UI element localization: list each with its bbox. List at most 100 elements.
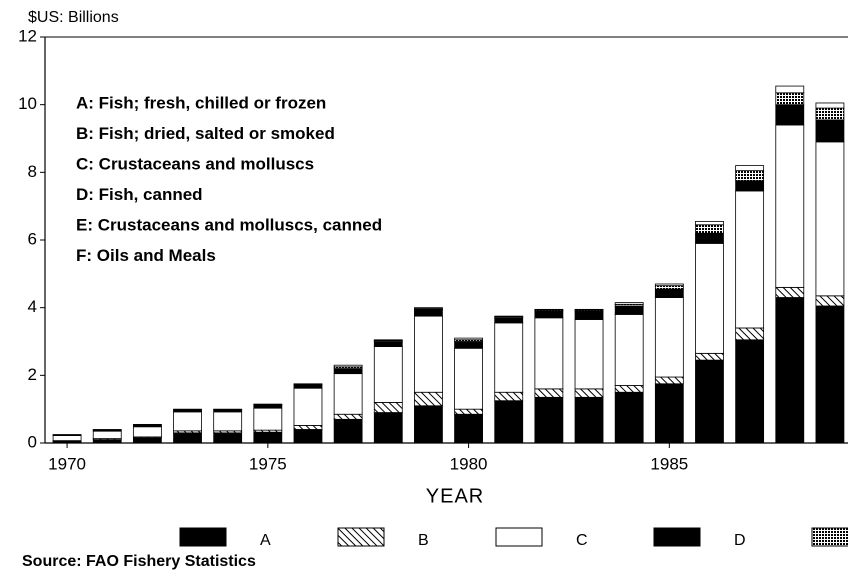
bar-segment — [334, 414, 362, 419]
legend-swatch — [180, 528, 226, 546]
bar-segment — [294, 425, 322, 429]
bar-segment — [334, 374, 362, 415]
bar-segment — [414, 406, 442, 443]
y-axis-label: $US: Billions — [28, 9, 119, 26]
bar-segment — [334, 365, 362, 367]
bar-segment — [736, 191, 764, 328]
bar-segment — [816, 120, 844, 142]
bar-segment — [294, 385, 322, 388]
bar-segment — [695, 221, 723, 224]
bar-segment — [495, 392, 523, 400]
x-tick-label: 1975 — [249, 454, 287, 473]
bar-segment — [535, 397, 563, 443]
legend-swatch — [338, 528, 384, 546]
bar-segment — [294, 388, 322, 425]
bar-segment — [816, 108, 844, 120]
x-tick-label: 1980 — [450, 454, 488, 473]
bar-segment — [776, 93, 804, 105]
y-tick-label: 6 — [28, 229, 37, 248]
bar-segment — [736, 340, 764, 443]
bar-segment — [575, 311, 603, 319]
y-tick-label: 0 — [28, 432, 37, 451]
bar-segment — [615, 385, 643, 392]
bar-segment — [133, 438, 161, 443]
legend-label: C — [576, 532, 588, 549]
bar-segment — [374, 413, 402, 443]
bar-segment — [414, 309, 442, 316]
bar-segment — [776, 105, 804, 125]
bar-segment — [374, 342, 402, 347]
bar-segment — [133, 427, 161, 437]
bar-segment — [816, 142, 844, 296]
y-tick-label: 10 — [18, 94, 37, 113]
bar-segment — [615, 306, 643, 314]
legend-label: B — [418, 532, 429, 549]
bar-segment — [695, 353, 723, 360]
bar-segment — [495, 316, 523, 317]
bar-segment — [776, 298, 804, 443]
annotation: B: Fish; dried, salted or smoked — [76, 124, 335, 143]
bar-segment — [174, 412, 202, 431]
annotation: E: Crustaceans and molluscs, canned — [76, 215, 382, 234]
bar-segment — [655, 284, 683, 286]
bar-segment — [495, 323, 523, 392]
legend-swatch — [812, 528, 848, 546]
source: Source: FAO Fishery Statistics — [22, 553, 256, 570]
bar-segment — [615, 303, 643, 305]
bar-segment — [615, 314, 643, 385]
bar-segment — [776, 86, 804, 93]
bar-segment — [695, 225, 723, 233]
bar-segment — [655, 377, 683, 384]
x-tick-label: 1970 — [48, 454, 86, 473]
bar-segment — [334, 369, 362, 374]
bar-segment — [736, 171, 764, 181]
bar-segment — [374, 347, 402, 403]
bar-segment — [254, 408, 282, 430]
bar-segment — [575, 320, 603, 389]
bar-segment — [655, 289, 683, 297]
legend-label: D — [734, 532, 746, 549]
bar-segment — [615, 392, 643, 443]
bar-segment — [374, 402, 402, 412]
bar-segment — [575, 389, 603, 397]
legend-swatch — [496, 528, 542, 546]
bar-segment — [174, 433, 202, 443]
legend-label: A — [260, 532, 271, 549]
bar-segment — [776, 125, 804, 287]
bar-segment — [816, 296, 844, 306]
bar-segment — [214, 433, 242, 443]
legend-swatch — [654, 528, 700, 546]
y-tick-label: 8 — [28, 162, 37, 181]
bar-segment — [374, 340, 402, 341]
annotation: C: Crustaceans and molluscs — [76, 154, 314, 173]
bar-segment — [334, 419, 362, 443]
bar-segment — [736, 166, 764, 171]
bar-segment — [575, 397, 603, 443]
bar-segment — [495, 318, 523, 323]
bar-segment — [816, 103, 844, 108]
y-tick-label: 4 — [28, 297, 37, 316]
y-tick-label: 2 — [28, 365, 37, 384]
bar-segment — [535, 389, 563, 397]
bar-segment — [495, 401, 523, 443]
bar-segment — [455, 414, 483, 443]
x-axis-label: YEAR — [426, 485, 484, 507]
annotation: A: Fish; fresh, chilled or frozen — [76, 93, 326, 112]
bar-segment — [695, 233, 723, 243]
bar-segment — [535, 311, 563, 318]
annotation: F: Oils and Meals — [76, 246, 216, 265]
bar-segment — [93, 440, 121, 443]
bar-segment — [455, 338, 483, 340]
bar-segment — [414, 308, 442, 309]
bar-segment — [695, 243, 723, 353]
bar-segment — [816, 306, 844, 443]
bar-segment — [93, 431, 121, 438]
bar-segment — [414, 392, 442, 406]
bar-segment — [655, 298, 683, 378]
bar-segment — [455, 342, 483, 349]
bar-segment — [254, 405, 282, 408]
bar-segment — [214, 412, 242, 431]
bar-segment — [695, 360, 723, 443]
bar-segment — [776, 287, 804, 297]
